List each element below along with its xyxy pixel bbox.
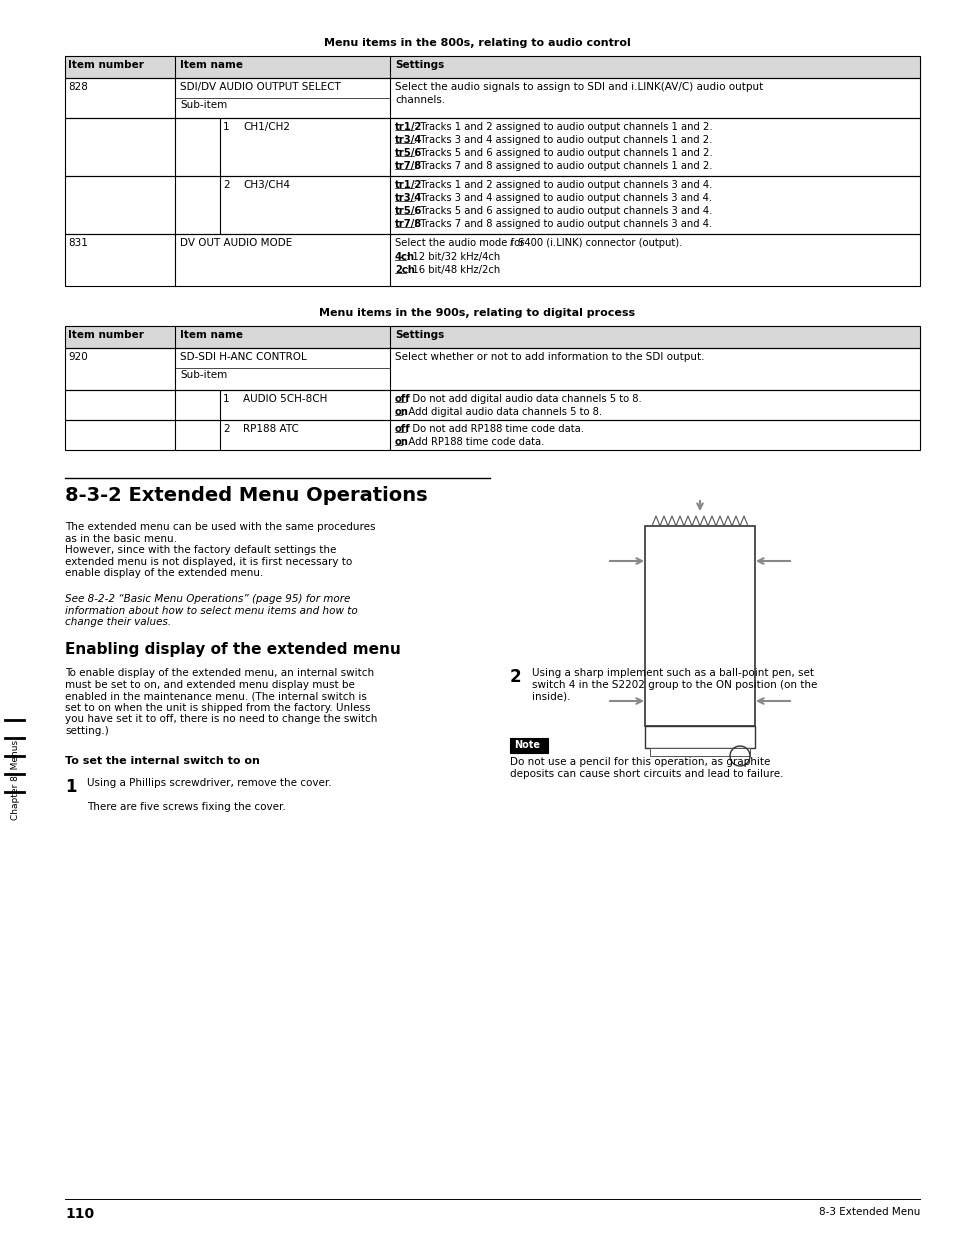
Text: : 16 bit/48 kHz/2ch: : 16 bit/48 kHz/2ch <box>406 266 500 275</box>
Text: on: on <box>395 437 409 447</box>
Text: To set the internal switch to on: To set the internal switch to on <box>65 756 259 766</box>
Bar <box>65 348 919 390</box>
Text: 110: 110 <box>65 1207 94 1221</box>
Text: 1: 1 <box>223 122 230 132</box>
Text: 2: 2 <box>223 180 230 190</box>
Text: : Tracks 3 and 4 assigned to audio output channels 3 and 4.: : Tracks 3 and 4 assigned to audio outpu… <box>414 193 711 203</box>
Text: 2: 2 <box>510 668 521 685</box>
Text: Note: Note <box>514 740 539 750</box>
Text: tr5/6: tr5/6 <box>395 148 422 158</box>
Bar <box>65 177 919 233</box>
Text: on: on <box>395 408 409 417</box>
Bar <box>65 78 919 119</box>
Text: 831: 831 <box>68 238 88 248</box>
Bar <box>510 739 547 753</box>
Text: Item name: Item name <box>180 61 243 70</box>
Text: 2ch: 2ch <box>395 266 415 275</box>
Text: Select the audio signals to assign to SDI and i.LINK(AV/C) audio output: Select the audio signals to assign to SD… <box>395 82 762 91</box>
Bar <box>644 526 754 726</box>
Text: : Tracks 7 and 8 assigned to audio output channels 1 and 2.: : Tracks 7 and 8 assigned to audio outpu… <box>414 161 712 170</box>
Text: Enabling display of the extended menu: Enabling display of the extended menu <box>65 642 400 657</box>
Text: : Do not add digital audio data channels 5 to 8.: : Do not add digital audio data channels… <box>406 394 641 404</box>
Text: Menu items in the 800s, relating to audio control: Menu items in the 800s, relating to audi… <box>323 38 630 48</box>
Text: Select whether or not to add information to the SDI output.: Select whether or not to add information… <box>395 352 703 362</box>
Text: off: off <box>395 424 411 433</box>
Text: SD-SDI H-ANC CONTROL: SD-SDI H-ANC CONTROL <box>180 352 307 362</box>
Text: 828: 828 <box>68 82 88 91</box>
Text: 2: 2 <box>223 424 230 433</box>
Text: Item name: Item name <box>180 330 243 340</box>
Text: AUDIO 5CH-8CH: AUDIO 5CH-8CH <box>243 394 327 404</box>
Text: off: off <box>395 394 411 404</box>
Text: See 8-2-2 “Basic Menu Operations” (page 95) for more
information about how to se: See 8-2-2 “Basic Menu Operations” (page … <box>65 594 357 627</box>
Text: SDI/DV AUDIO OUTPUT SELECT: SDI/DV AUDIO OUTPUT SELECT <box>180 82 340 91</box>
Text: : Tracks 5 and 6 assigned to audio output channels 1 and 2.: : Tracks 5 and 6 assigned to audio outpu… <box>414 148 712 158</box>
Text: : Add digital audio data channels 5 to 8.: : Add digital audio data channels 5 to 8… <box>402 408 602 417</box>
Bar <box>65 233 919 287</box>
Text: Using a sharp implement such as a ball-point pen, set
switch 4 in the S2202 grou: Using a sharp implement such as a ball-p… <box>532 668 817 701</box>
Text: The extended menu can be used with the same procedures
as in the basic menu.
How: The extended menu can be used with the s… <box>65 522 375 578</box>
Text: tr3/4: tr3/4 <box>395 193 422 203</box>
Text: Sub-item: Sub-item <box>180 370 227 380</box>
Bar <box>65 56 919 78</box>
Text: 920: 920 <box>68 352 88 362</box>
Text: Item number: Item number <box>68 330 144 340</box>
Text: : Do not add RP188 time code data.: : Do not add RP188 time code data. <box>406 424 583 433</box>
Text: tr7/8: tr7/8 <box>395 219 422 228</box>
Text: Select the audio mode for: Select the audio mode for <box>395 238 527 248</box>
Text: Settings: Settings <box>395 61 444 70</box>
Text: : 12 bit/32 kHz/4ch: : 12 bit/32 kHz/4ch <box>406 252 500 262</box>
Text: i: i <box>510 238 512 248</box>
Text: 8-3 Extended Menu: 8-3 Extended Menu <box>818 1207 919 1216</box>
Text: CH1/CH2: CH1/CH2 <box>243 122 290 132</box>
Text: tr7/8: tr7/8 <box>395 161 422 170</box>
Text: S400 (i.LINK) connector (output).: S400 (i.LINK) connector (output). <box>515 238 681 248</box>
Text: 8-3-2 Extended Menu Operations: 8-3-2 Extended Menu Operations <box>65 487 427 505</box>
Text: : Tracks 5 and 6 assigned to audio output channels 3 and 4.: : Tracks 5 and 6 assigned to audio outpu… <box>414 206 711 216</box>
Text: 1: 1 <box>223 394 230 404</box>
Bar <box>644 726 754 748</box>
Bar <box>65 119 919 177</box>
Text: channels.: channels. <box>395 95 445 105</box>
Text: DV OUT AUDIO MODE: DV OUT AUDIO MODE <box>180 238 292 248</box>
Text: : Tracks 1 and 2 assigned to audio output channels 3 and 4.: : Tracks 1 and 2 assigned to audio outpu… <box>414 180 711 190</box>
Text: : Add RP188 time code data.: : Add RP188 time code data. <box>402 437 544 447</box>
Bar <box>65 420 919 450</box>
Text: Settings: Settings <box>395 330 444 340</box>
Text: Do not use a pencil for this operation, as graphite
deposits can cause short cir: Do not use a pencil for this operation, … <box>510 757 782 778</box>
Text: 1: 1 <box>65 778 76 797</box>
Text: CH3/CH4: CH3/CH4 <box>243 180 290 190</box>
Text: Item number: Item number <box>68 61 144 70</box>
Text: To enable display of the extended menu, an internal switch
must be set to on, an: To enable display of the extended menu, … <box>65 668 377 736</box>
Text: 4ch: 4ch <box>395 252 415 262</box>
Text: Using a Phillips screwdriver, remove the cover.: Using a Phillips screwdriver, remove the… <box>87 778 332 788</box>
Text: RP188 ATC: RP188 ATC <box>243 424 298 433</box>
Bar <box>649 748 749 756</box>
Text: : Tracks 7 and 8 assigned to audio output channels 3 and 4.: : Tracks 7 and 8 assigned to audio outpu… <box>414 219 711 228</box>
Text: There are five screws fixing the cover.: There are five screws fixing the cover. <box>87 802 286 811</box>
Text: Sub-item: Sub-item <box>180 100 227 110</box>
Text: tr3/4: tr3/4 <box>395 135 422 144</box>
Text: tr1/2: tr1/2 <box>395 180 422 190</box>
Text: Chapter 8  Menus: Chapter 8 Menus <box>11 740 20 820</box>
Bar <box>65 390 919 420</box>
Text: : Tracks 3 and 4 assigned to audio output channels 1 and 2.: : Tracks 3 and 4 assigned to audio outpu… <box>414 135 711 144</box>
Text: Menu items in the 900s, relating to digital process: Menu items in the 900s, relating to digi… <box>318 308 635 317</box>
Text: : Tracks 1 and 2 assigned to audio output channels 1 and 2.: : Tracks 1 and 2 assigned to audio outpu… <box>414 122 712 132</box>
Text: tr1/2: tr1/2 <box>395 122 422 132</box>
Text: tr5/6: tr5/6 <box>395 206 422 216</box>
Bar <box>65 326 919 348</box>
